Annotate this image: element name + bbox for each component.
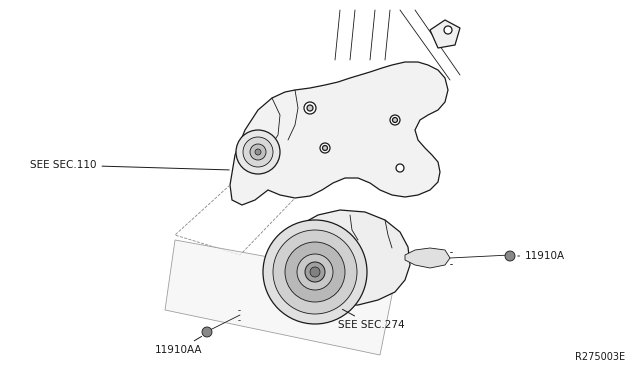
Circle shape [263,220,367,324]
Text: SEE SEC.274: SEE SEC.274 [338,310,404,330]
Circle shape [250,144,266,160]
Circle shape [444,26,452,34]
Circle shape [505,251,515,261]
Polygon shape [287,210,410,305]
Polygon shape [165,240,395,355]
Circle shape [310,267,320,277]
Text: 11910A: 11910A [518,251,565,261]
Circle shape [305,262,325,282]
Polygon shape [430,20,460,48]
Circle shape [323,145,328,151]
Circle shape [396,164,404,172]
Circle shape [297,254,333,290]
Circle shape [285,242,345,302]
Polygon shape [230,62,448,205]
Text: 11910AA: 11910AA [155,336,202,355]
Circle shape [202,327,212,337]
Circle shape [273,230,357,314]
Circle shape [390,115,400,125]
Circle shape [392,118,397,122]
Polygon shape [405,248,450,268]
Circle shape [243,137,273,167]
Circle shape [304,102,316,114]
Circle shape [320,143,330,153]
Circle shape [255,149,261,155]
Circle shape [307,105,313,111]
Circle shape [236,130,280,174]
Text: R275003E: R275003E [575,352,625,362]
Text: SEE SEC.110: SEE SEC.110 [30,160,229,170]
